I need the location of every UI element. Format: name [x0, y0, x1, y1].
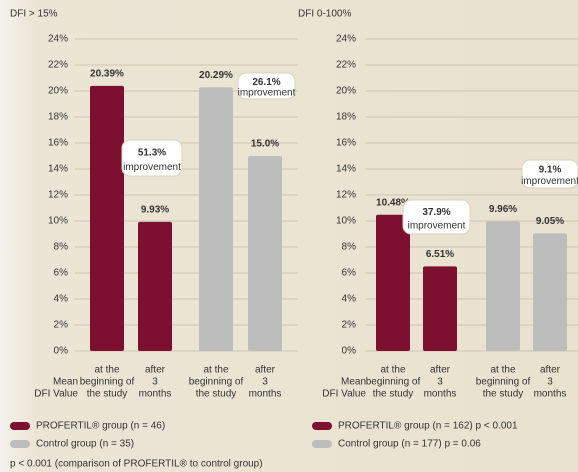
x-tick-label: 3 [152, 377, 158, 388]
footnote: p < 0.001 (comparison of PROFERTIL® to c… [10, 459, 263, 470]
x-tick-label: at the [203, 365, 228, 376]
y-tick-label: 16% [336, 138, 356, 149]
y-tick-label: 18% [48, 112, 68, 123]
x-tick-label: at the [490, 365, 515, 376]
y-tick-label: 14% [48, 164, 68, 175]
annotation-value: 37.9% [422, 207, 450, 218]
annotation-value: 9.1% [539, 165, 562, 176]
y-tick-label: 10% [48, 216, 68, 227]
x-tick-label: after [430, 365, 451, 376]
y-tick-label: 16% [48, 138, 68, 149]
y-tick-label: 2% [342, 320, 357, 331]
y-tick-label: 4% [54, 294, 69, 305]
y-tick-label: 24% [336, 34, 356, 45]
y-tick-label: 4% [342, 294, 357, 305]
value-label: 9.96% [489, 204, 517, 215]
x-tick-label: the study [196, 389, 237, 400]
y-tick-label: 10% [336, 216, 356, 227]
y-tick-label: 12% [336, 190, 356, 201]
x-axis-label: DFI Value [34, 389, 78, 400]
y-tick-label: 20% [336, 86, 356, 97]
x-tick-label: after [540, 365, 561, 376]
legend-label: Control group (n = 177) p = 0.06 [338, 439, 481, 450]
annotation-text: improvement [123, 162, 181, 173]
legend-swatch [312, 440, 332, 448]
legend-label: Control group (n = 35) [36, 439, 134, 450]
annotation-value: 51.3% [138, 148, 166, 159]
axis-label: DFI 0-100% [298, 9, 351, 20]
y-tick-label: 24% [48, 34, 68, 45]
axis-label: DFI > 15% [10, 9, 58, 20]
x-tick-label: after [255, 365, 276, 376]
y-tick-label: 12% [48, 190, 68, 201]
x-tick-label: beginning of [476, 377, 531, 388]
bar [376, 215, 410, 351]
bar [423, 266, 457, 351]
x-tick-label: the study [483, 389, 524, 400]
x-tick-label: 3 [437, 377, 443, 388]
bar [199, 87, 233, 351]
y-tick-label: 6% [342, 268, 357, 279]
value-label: 15.0% [251, 139, 279, 150]
legend-swatch [10, 440, 30, 448]
y-tick-label: 0% [54, 346, 69, 357]
bar [138, 222, 172, 351]
y-tick-label: 8% [54, 242, 69, 253]
x-axis-label: DFI Value [322, 389, 366, 400]
legend-swatch [10, 422, 30, 430]
annotation-text: improvement [521, 176, 578, 187]
x-tick-label: after [145, 365, 166, 376]
bar [486, 222, 520, 351]
y-tick-label: 14% [336, 164, 356, 175]
legend-swatch [312, 422, 332, 430]
bar [248, 156, 282, 351]
y-tick-label: 0% [342, 346, 357, 357]
legend-label: PROFERTIL® group (n = 162) p < 0.001 [338, 421, 518, 432]
annotation-text: improvement [238, 87, 296, 98]
bar [533, 233, 567, 351]
x-tick-label: the study [373, 389, 414, 400]
x-tick-label: beginning of [366, 377, 421, 388]
x-axis-label: Mean [53, 377, 78, 388]
value-label: 20.29% [199, 70, 233, 81]
chart: DFI > 15% 0% 2% 4% 6% 8% 10% 12% 14% 16% 18% 20% 22%… [0, 0, 578, 472]
annotation-text: improvement [408, 220, 466, 231]
x-tick-label: months [139, 389, 172, 400]
x-tick-label: months [424, 389, 457, 400]
x-tick-label: 3 [547, 377, 553, 388]
y-tick-label: 22% [336, 60, 356, 71]
x-tick-label: months [534, 389, 567, 400]
value-label: 6.51% [426, 249, 454, 260]
value-label: 9.05% [536, 216, 564, 227]
x-tick-label: the study [87, 389, 128, 400]
bar [90, 86, 124, 351]
y-tick-label: 2% [54, 320, 69, 331]
y-tick-label: 20% [48, 86, 68, 97]
y-tick-label: 8% [342, 242, 357, 253]
x-tick-label: at the [94, 365, 119, 376]
annotation-value: 26.1% [252, 77, 280, 88]
x-tick-label: at the [380, 365, 405, 376]
y-tick-label: 6% [54, 268, 69, 279]
x-tick-label: months [249, 389, 282, 400]
y-tick-label: 22% [48, 60, 68, 71]
x-axis-label: Mean [341, 377, 366, 388]
x-tick-label: beginning of [80, 377, 135, 388]
legend-label: PROFERTIL® group (n = 46) [36, 421, 165, 432]
x-tick-label: beginning of [189, 377, 244, 388]
value-label: 20.39% [90, 69, 124, 80]
value-label: 9.93% [141, 205, 169, 216]
y-tick-label: 18% [336, 112, 356, 123]
x-tick-label: 3 [262, 377, 268, 388]
